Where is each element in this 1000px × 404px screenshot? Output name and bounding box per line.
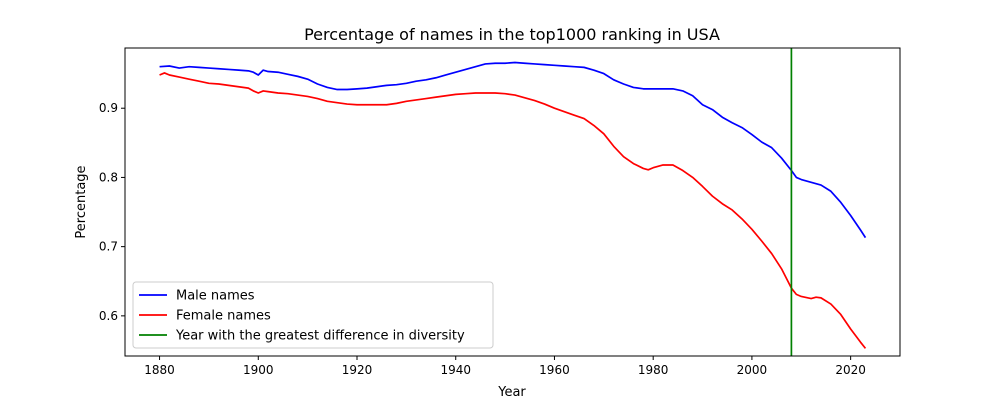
x-axis-label: Year	[497, 385, 526, 400]
legend: Male names Female names Year with the grea…	[132, 281, 494, 349]
y-tick-label: 0.7	[99, 240, 118, 254]
x-tick-label: 2000	[737, 363, 768, 377]
y-tick-label: 0.9	[99, 101, 118, 115]
y-axis-label: Percentage	[74, 165, 89, 238]
y-tick-label: 0.6	[99, 309, 118, 323]
x-tick-label: 1900	[243, 363, 274, 377]
x-tick-label: 2020	[835, 363, 866, 377]
legend-label-1: Male names	[176, 289, 255, 304]
y-tick-label: 0.8	[99, 170, 118, 184]
series-line-1	[159, 61, 867, 239]
legend-label-2: Female names	[176, 309, 271, 324]
x-tick-label: 1920	[342, 363, 373, 377]
x-tick-label: 1980	[638, 363, 669, 377]
x-tick-label: 1880	[144, 363, 175, 377]
x-tick-label: 1960	[539, 363, 570, 377]
chart-title: Percentage of names in the top1000 ranki…	[304, 25, 720, 44]
series-line-2	[159, 72, 867, 349]
legend-label-3: Year with the greatest difference in div…	[175, 329, 465, 344]
x-tick-label: 1940	[440, 363, 471, 377]
legend-box	[132, 281, 494, 349]
plot-frame	[124, 47, 901, 357]
